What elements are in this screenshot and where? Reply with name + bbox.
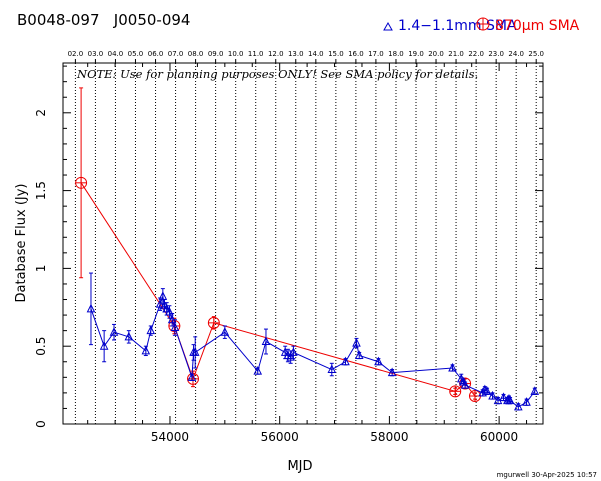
legend: 1.4−1.1mm SMA 870μm SMA — [383, 17, 580, 34]
series-line — [80, 182, 476, 397]
y-axis-label: Database Flux (Jy) — [14, 184, 29, 303]
data-point — [86, 303, 96, 313]
data-point — [522, 397, 531, 406]
data-point — [187, 372, 197, 381]
y-tick-label: 2 — [34, 109, 48, 117]
data-point — [327, 364, 337, 374]
y-tick-label: 1 — [34, 265, 48, 273]
top-tick-label: 06.0 — [148, 50, 164, 58]
top-tick-label: 16.0 — [348, 50, 364, 58]
legend-red-label: 870μm SMA — [495, 18, 580, 34]
data-point — [289, 347, 298, 356]
top-tick-label: 05.0 — [128, 50, 144, 58]
x-tick-label: 58000 — [370, 430, 408, 444]
planning-note: NOTE: Use for planning purposes ONLY! Se… — [76, 67, 478, 81]
data-point — [165, 306, 174, 316]
legend-triangle-icon — [383, 21, 393, 31]
plot-frame — [62, 62, 544, 425]
legend-circle-plus-icon — [476, 17, 490, 31]
data-point — [448, 362, 457, 372]
top-tick-label: 17.0 — [368, 50, 384, 58]
y-tick-label: 0.5 — [34, 337, 48, 356]
data-point — [387, 367, 397, 377]
top-tick-label: 02.0 — [68, 50, 84, 58]
x-tick-label: 56000 — [261, 430, 299, 444]
data-point — [109, 327, 119, 336]
data-point — [99, 341, 109, 350]
top-tick-label: 23.0 — [488, 50, 504, 58]
source-names: B0048-097 J0050-094 — [17, 11, 191, 29]
x-tick-label: 60000 — [480, 430, 518, 444]
top-tick-label: 18.0 — [388, 50, 404, 58]
top-tick-label: 19.0 — [408, 50, 424, 58]
top-tick-label: 15.0 — [328, 50, 344, 58]
data-point — [286, 351, 295, 361]
y-tick-label: 1.5 — [34, 181, 48, 200]
series-blue — [86, 272, 540, 411]
data-point — [482, 386, 492, 395]
legend-blue-label: 1.4−1.1mm SMA — [398, 18, 517, 34]
top-tick-label: 20.0 — [428, 50, 444, 58]
data-point — [261, 336, 271, 346]
data-point — [146, 325, 156, 335]
y-tick-label: 0 — [34, 420, 48, 428]
data-point — [488, 390, 497, 400]
top-tick-label: 11.0 — [248, 50, 264, 58]
series-line — [90, 294, 536, 408]
data-point — [170, 322, 180, 332]
data-point — [341, 356, 350, 366]
data-point — [124, 331, 134, 341]
data-point — [190, 347, 200, 356]
top-tick-label: 21.0 — [448, 50, 464, 58]
top-tick-label: 14.0 — [308, 50, 324, 58]
data-point — [253, 365, 263, 375]
data-point — [162, 303, 171, 313]
data-point — [207, 316, 220, 329]
data-point — [514, 401, 523, 411]
data-point — [449, 385, 462, 398]
top-tick-label: 25.0 — [528, 50, 544, 58]
top-tick-label: 08.0 — [188, 50, 204, 58]
data-point — [141, 345, 151, 355]
x-axis: 54000 56000 58000 60000 — [87, 63, 528, 444]
x-axis-label: MJD — [287, 459, 312, 474]
top-tick-label: 24.0 — [508, 50, 524, 58]
data-point — [354, 350, 364, 360]
data-point — [155, 299, 165, 308]
data-point — [374, 356, 383, 366]
data-point — [505, 395, 515, 405]
top-tick-label: 04.0 — [108, 50, 124, 58]
data-point — [280, 347, 290, 356]
top-tick-label: 12.0 — [268, 50, 284, 58]
data-point — [220, 327, 230, 336]
top-tick-label: 13.0 — [288, 50, 304, 58]
top-tick-label: 10.0 — [228, 50, 244, 58]
x-tick-label: 54000 — [151, 430, 189, 444]
data-point — [530, 386, 540, 395]
grid-lines — [74, 63, 537, 424]
data-point — [75, 176, 88, 189]
legend-blue-entry: 1.4−1.1mm SMA — [383, 18, 517, 34]
data-point — [499, 392, 508, 402]
data-point — [460, 379, 470, 389]
legend-red-entry: 870μm SMA — [476, 17, 580, 34]
series-red — [75, 87, 481, 402]
credit-text: mgurwell 30-Apr-2025 10:57 — [497, 471, 597, 479]
top-axis: 02.0 03.0 04.0 05.0 06.0 07.0 08.0 09.0 10.0 11.0… — [68, 50, 544, 63]
data-point — [352, 337, 361, 347]
y-axis: 0 0.5 1 1.5 2 — [34, 65, 543, 428]
top-tick-label: 07.0 — [168, 50, 184, 58]
top-tick-label: 03.0 — [88, 50, 104, 58]
top-tick-label: 22.0 — [468, 50, 484, 58]
top-tick-label: 09.0 — [208, 50, 224, 58]
